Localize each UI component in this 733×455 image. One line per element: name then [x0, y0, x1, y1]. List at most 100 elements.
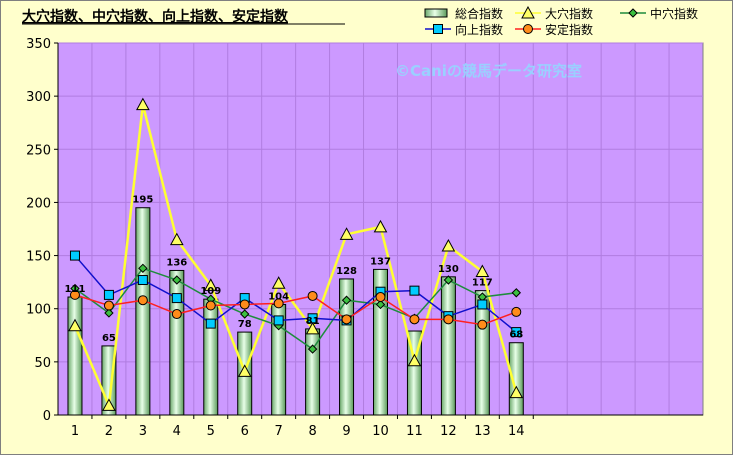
x-tick-label: 8: [308, 424, 316, 439]
bar-value-label: 136: [166, 257, 187, 268]
marker-antei: [375, 292, 386, 303]
chart-title: 大穴指数、中穴指数、向上指数、安定指数: [22, 8, 289, 25]
bar-value-label: 68: [509, 330, 523, 341]
marker-chuana: [307, 344, 318, 354]
marker-koujou: [511, 327, 522, 338]
marker-oana: [169, 232, 184, 246]
bar-value-label: 81: [306, 316, 320, 327]
marker-koujou: [137, 275, 148, 286]
marker-antei: [103, 300, 114, 311]
y-tick-label: 350: [26, 37, 51, 52]
marker-antei: [341, 314, 352, 325]
marker-chuana: [341, 295, 352, 305]
x-tick-label: 3: [139, 424, 147, 439]
marker-oana: [237, 364, 252, 377]
marker-oana: [136, 97, 150, 111]
marker-antei: [205, 300, 216, 311]
marker-oana: [102, 398, 116, 411]
marker-antei: [477, 319, 488, 330]
watermark-text: ©Caniの競馬データ研究室: [395, 62, 582, 80]
bar-value-label: 195: [132, 195, 153, 206]
marker-oana: [407, 353, 422, 367]
legend-label: 中穴指数: [650, 6, 698, 21]
marker-oana: [441, 238, 456, 252]
marker-antei: [307, 290, 318, 301]
y-tick-label: 150: [26, 250, 51, 265]
legend-marker: [628, 8, 638, 18]
bar-value-label: 128: [336, 266, 357, 277]
series-line-oana: [73, 104, 518, 411]
y-tick-label: 200: [26, 196, 51, 211]
marker-antei: [137, 295, 148, 306]
x-tick-label: 14: [508, 424, 525, 439]
marker-oana: [509, 385, 524, 399]
y-tick-label: 0: [43, 409, 51, 424]
marker-koujou: [307, 313, 318, 324]
bar-value-label: 109: [200, 286, 221, 297]
series-line-antei: [74, 294, 517, 326]
bar-value-label: 130: [438, 264, 459, 275]
bar-value-label: 111: [65, 284, 86, 295]
bar-total-index: [135, 207, 151, 416]
marker-oana: [475, 264, 490, 278]
marker-koujou: [409, 285, 420, 296]
legend-label: 総合指数: [455, 6, 503, 21]
marker-antei: [409, 314, 420, 325]
marker-oana: [373, 219, 388, 233]
marker-chuana: [138, 263, 148, 274]
x-tick-label: 2: [105, 424, 113, 439]
legend-marker: [523, 24, 533, 34]
bar-value-label: 104: [268, 291, 289, 302]
marker-antei: [69, 289, 80, 300]
x-tick-label: 9: [342, 424, 350, 439]
x-tick-label: 1: [71, 424, 79, 439]
x-tick-label: 11: [406, 424, 423, 439]
marker-chuana: [375, 299, 386, 310]
marker-koujou: [171, 293, 182, 304]
marker-oana: [68, 318, 82, 332]
legend-label: 安定指数: [545, 22, 593, 37]
y-tick-label: 300: [26, 90, 51, 105]
marker-oana: [203, 278, 218, 291]
series-line-koujou: [74, 255, 517, 333]
y-tick-label: 50: [34, 356, 51, 371]
marker-chuana: [240, 309, 250, 319]
bar-total-index: [169, 269, 185, 416]
marker-koujou: [103, 289, 114, 300]
marker-oana: [271, 276, 286, 289]
series-line-chuana: [74, 267, 517, 351]
marker-antei: [273, 298, 284, 309]
marker-chuana: [443, 275, 454, 285]
marker-koujou: [205, 318, 216, 329]
marker-koujou: [477, 299, 488, 310]
bar-value-label: 78: [238, 319, 252, 330]
x-tick-label: 7: [275, 424, 283, 439]
legend-swatch-total: [424, 8, 448, 18]
bar-value-label: 117: [472, 278, 493, 289]
marker-chuana: [172, 275, 182, 285]
marker-antei: [239, 299, 250, 310]
marker-chuana: [511, 288, 521, 298]
legend-marker: [521, 5, 535, 19]
marker-oana: [339, 227, 354, 240]
bar-total-index: [339, 278, 355, 416]
bar-total-index: [203, 298, 219, 416]
bar-total-index: [440, 276, 456, 416]
x-tick-label: 6: [241, 424, 249, 439]
marker-koujou: [273, 315, 284, 326]
x-tick-label: 10: [372, 424, 389, 439]
marker-koujou: [69, 250, 80, 261]
x-tick-label: 12: [440, 424, 457, 439]
x-tick-label: 5: [207, 424, 215, 439]
legend-marker: [433, 24, 443, 34]
marker-oana: [305, 321, 320, 335]
legend-label: 向上指数: [455, 22, 503, 37]
legend-label: 大穴指数: [545, 6, 593, 21]
marker-antei: [443, 314, 454, 325]
bar-value-label: 137: [370, 256, 391, 267]
bar-total-index: [67, 296, 83, 416]
y-tick-label: 100: [26, 303, 51, 318]
marker-antei: [511, 306, 522, 317]
